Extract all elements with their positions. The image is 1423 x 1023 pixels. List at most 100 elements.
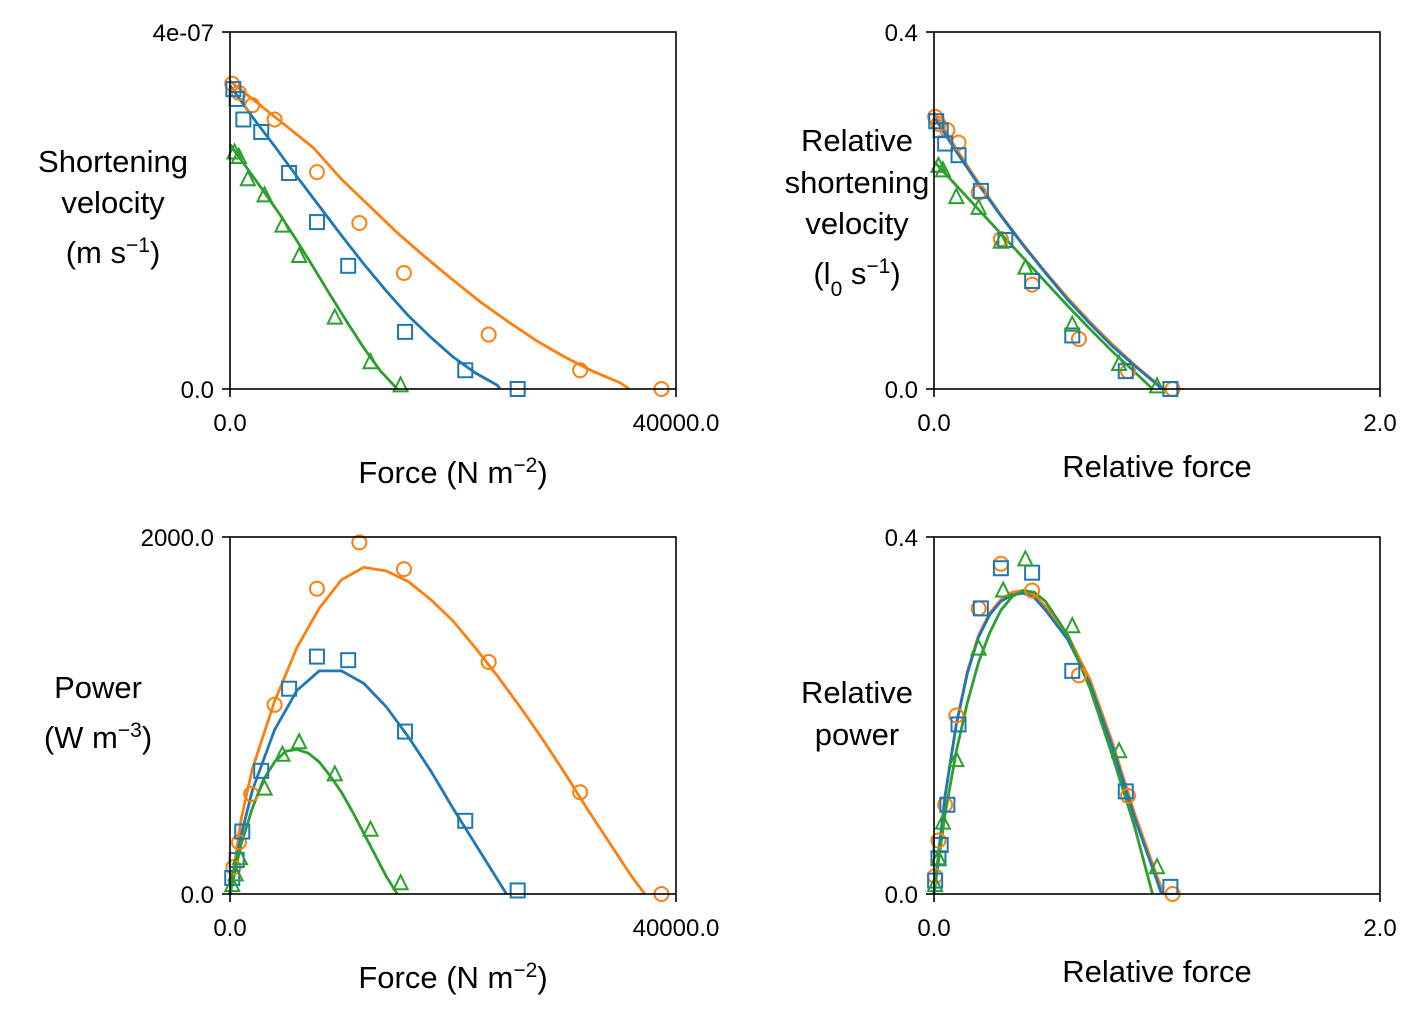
data-point-green (1148, 376, 1166, 394)
data-point-blue (457, 362, 474, 379)
x-tick-label-max: 40000.0 (633, 915, 720, 942)
data-point-green (1063, 616, 1081, 634)
axes-frame (229, 536, 677, 895)
data-point-orange (930, 832, 947, 849)
y-tick-label-min: 0.0 (181, 377, 214, 404)
y-axis-label-line-1: Relative (801, 123, 913, 158)
data-point-blue (281, 165, 298, 182)
x-axis-label: Relative force (1062, 954, 1252, 989)
data-point-green (929, 848, 948, 866)
fit-line-blue (228, 669, 508, 895)
data-point-green (992, 231, 1010, 249)
data-point-green (231, 848, 249, 866)
data-point-green (391, 375, 410, 393)
data-point-green (1016, 257, 1035, 275)
x-axis-label: Relative force (1062, 449, 1252, 484)
data-point-blue (939, 796, 956, 813)
panel-relative-velocity: 0.0 2.0 0.0 0.4 Relative force Relative … (785, 20, 1397, 484)
data-point-blue (950, 716, 967, 733)
data-point-blue (992, 560, 1009, 577)
y-tick-label-max: 0.4 (885, 525, 918, 552)
y-axis-label-unit: (m s−1) (66, 234, 161, 271)
y-axis-label-unit: (l0 s−1) (813, 255, 900, 301)
y-axis-label-line-2: power (815, 717, 899, 752)
data-point-blue (397, 723, 414, 740)
y-tick-label-min: 0.0 (885, 377, 918, 404)
data-point-green (361, 351, 380, 370)
data-point-green (361, 819, 380, 837)
x-tick-label-min: 0.0 (213, 410, 246, 437)
data-point-orange (948, 707, 965, 724)
data-point-blue (253, 762, 270, 779)
data-point-green (1016, 549, 1035, 567)
data-point-green (1110, 740, 1128, 759)
data-point-orange (266, 696, 283, 713)
y-axis-label-unit: (W m−3) (44, 719, 152, 756)
data-point-blue (225, 81, 242, 98)
x-axis-label: Force (N m−2) (358, 959, 547, 996)
x-tick-label-max: 40000.0 (633, 410, 720, 437)
data-point-blue (457, 812, 474, 829)
data-point-blue (308, 648, 325, 665)
data-point-green (1110, 353, 1128, 372)
data-point-green (290, 732, 308, 750)
data-point-blue (281, 680, 298, 697)
data-point-green (926, 874, 944, 893)
data-point-green (273, 215, 292, 233)
data-point-green (969, 197, 988, 215)
data-point-orange (308, 164, 325, 181)
data-point-blue (340, 652, 357, 669)
y-tick-label-min: 0.0 (181, 882, 214, 909)
data-point-orange (1120, 787, 1137, 804)
data-point-green (255, 778, 274, 796)
fit-line-blue (932, 591, 1163, 895)
data-point-blue (1064, 327, 1081, 344)
data-point-orange (480, 653, 497, 670)
data-point-green (223, 874, 241, 893)
data-point-orange (230, 834, 247, 851)
axes-frame (933, 31, 1381, 390)
data-point-blue (308, 214, 325, 231)
data-point-orange (266, 111, 283, 128)
data-point-blue (397, 323, 414, 340)
x-tick-label-max: 2.0 (1363, 410, 1396, 437)
data-point-orange (395, 561, 412, 578)
data-point-blue (235, 111, 252, 128)
fit-line-blue (932, 116, 1163, 390)
y-tick-label-min: 0.0 (885, 882, 918, 909)
data-point-green (1148, 856, 1166, 875)
y-axis-label-line-3: velocity (805, 206, 909, 241)
y-axis-label-line-1: Shortening (38, 144, 188, 179)
data-point-green (230, 146, 248, 164)
x-tick-label-min: 0.0 (213, 915, 246, 942)
data-point-blue (509, 882, 526, 899)
data-point-orange (351, 534, 368, 551)
data-point-green (255, 185, 274, 203)
data-point-green (994, 580, 1012, 598)
data-point-green (290, 245, 308, 264)
data-point-blue (1117, 783, 1134, 800)
data-point-blue (972, 182, 989, 199)
data-point-blue (950, 147, 967, 164)
data-point-blue (927, 872, 944, 889)
data-point-blue (1064, 662, 1081, 679)
data-point-green (239, 169, 257, 187)
data-point-blue (1117, 363, 1134, 380)
y-axis-label-line-2: velocity (61, 185, 165, 220)
data-point-orange (572, 784, 589, 801)
y-tick-label-max: 2000.0 (141, 525, 214, 552)
data-point-orange (1024, 582, 1041, 599)
panel-velocity-force: 0.0 40000.0 0.0 4e-07 Force (N m−2) Shor… (38, 20, 719, 490)
data-point-orange (308, 580, 325, 597)
y-tick-label-max: 4e-07 (153, 20, 214, 47)
data-point-orange (244, 97, 261, 114)
data-point-green (326, 307, 344, 325)
data-point-blue (937, 135, 954, 152)
data-point-blue (340, 257, 357, 274)
data-point-orange (572, 362, 589, 379)
data-point-green (947, 186, 965, 205)
x-tick-label-max: 2.0 (1363, 915, 1396, 942)
data-point-blue (972, 600, 989, 617)
data-point-green (391, 873, 410, 891)
